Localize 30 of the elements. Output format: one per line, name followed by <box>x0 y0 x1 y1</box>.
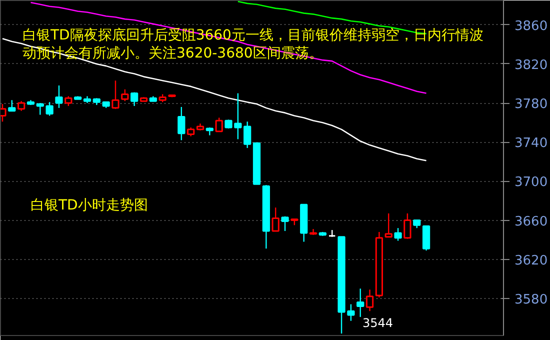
candlestick <box>64 96 72 107</box>
candlestick <box>422 225 430 252</box>
candlestick <box>272 206 280 232</box>
candlestick <box>215 117 223 132</box>
candlestick <box>121 88 129 102</box>
y-tick-label: 3860 <box>514 18 548 34</box>
annotation: 3544 <box>362 316 394 330</box>
candlestick <box>130 92 138 107</box>
y-tick-label: 3660 <box>514 214 548 230</box>
candlestick <box>281 216 289 232</box>
y-tick-label: 3780 <box>514 97 548 112</box>
candlestick <box>244 121 252 149</box>
y-tick-label: 3580 <box>514 292 548 308</box>
y-tick-label: 3700 <box>514 175 548 190</box>
annotation: 白银TD小时走势图 <box>30 198 148 214</box>
candlestick <box>55 84 63 109</box>
candlestick <box>366 288 374 312</box>
candlestick <box>404 212 412 240</box>
candlestick <box>46 101 54 116</box>
y-tick-label: 3820 <box>514 58 548 73</box>
candlestick <box>36 102 44 116</box>
candlestick <box>112 80 120 110</box>
y-tick-label: 3620 <box>514 253 548 268</box>
candlestick <box>356 288 364 318</box>
candlestick <box>384 212 392 238</box>
candlestick <box>18 100 26 112</box>
candlestick <box>8 100 16 112</box>
candlestick <box>394 227 402 242</box>
y-tick-label: 3740 <box>514 136 548 152</box>
candlestick <box>178 106 186 141</box>
